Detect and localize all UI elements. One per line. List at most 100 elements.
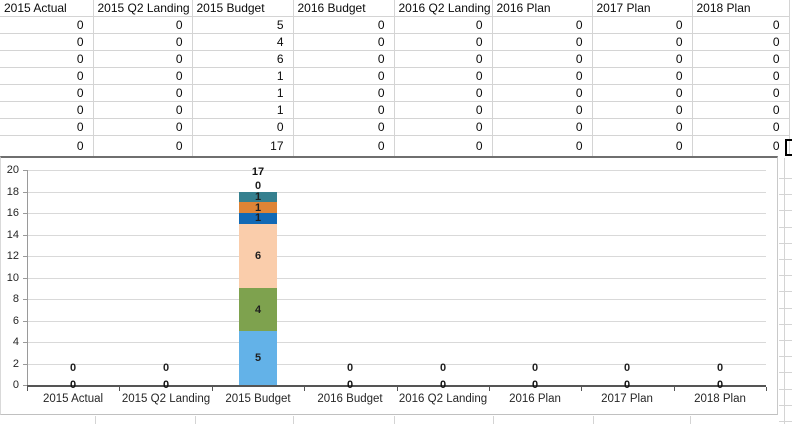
table-cell[interactable]: 0 — [592, 33, 693, 51]
header-cell[interactable]: 2018 Plan — [692, 0, 790, 17]
bar-segment-segment-1[interactable] — [239, 331, 277, 386]
table-cell[interactable]: 0 — [293, 84, 395, 102]
table-cell[interactable]: 0 — [293, 33, 395, 51]
table-cell[interactable]: 6 — [192, 50, 294, 68]
bar-segment-segment-3[interactable] — [239, 223, 277, 289]
table-cell[interactable]: 0 — [93, 101, 193, 119]
table-cell[interactable]: 0 — [592, 135, 693, 156]
table-cell[interactable]: 0 — [592, 118, 693, 136]
table-cell[interactable]: 0 — [93, 67, 193, 85]
table-cell[interactable]: 0 — [592, 84, 693, 102]
table-cell[interactable]: 0 — [394, 135, 493, 156]
table-cell[interactable]: 0 — [692, 33, 790, 51]
table-cell[interactable]: 0 — [492, 101, 593, 119]
table-cell[interactable]: 0 — [492, 67, 593, 85]
table-cell[interactable]: 0 — [192, 118, 294, 136]
segment-data-label: 1 — [254, 202, 262, 214]
table-cell[interactable]: 0 — [0, 67, 94, 85]
table-cell[interactable]: 0 — [492, 16, 593, 34]
bar-segment-segment-5[interactable] — [239, 202, 277, 214]
y-gridline — [27, 342, 766, 343]
table-cell[interactable]: 0 — [293, 118, 395, 136]
table-cell[interactable]: 0 — [394, 50, 493, 68]
table-cell[interactable]: 0 — [394, 67, 493, 85]
stacked-bar-chart[interactable]: 20 18 16 14 12 10 8 6 4 2 0 0 0 2015 Actual 0 0 2015 Q2 … — [0, 156, 778, 415]
y-axis-tick-label: 16 — [6, 207, 19, 219]
cell-gridline — [779, 243, 792, 244]
y-axis-tick — [23, 170, 27, 171]
table-cell[interactable]: 0 — [492, 135, 593, 156]
table-cell[interactable]: 0 — [93, 118, 193, 136]
table-cell[interactable]: 1 — [192, 84, 294, 102]
cell-gridline — [779, 275, 792, 276]
table-cell[interactable]: 0 — [692, 118, 790, 136]
table-cell[interactable]: 0 — [293, 101, 395, 119]
cell-gridline — [195, 416, 196, 424]
table-cell[interactable]: 0 — [0, 118, 94, 136]
table-cell[interactable]: 0 — [592, 50, 693, 68]
table-cell[interactable]: 0 — [394, 33, 493, 51]
table-cell[interactable]: 0 — [492, 118, 593, 136]
header-cell[interactable]: 2016 Budget — [293, 0, 395, 17]
table-cell[interactable]: 0 — [0, 16, 94, 34]
table-cell[interactable]: 0 — [692, 84, 790, 102]
header-cell[interactable]: 2015 Actual — [0, 0, 94, 17]
table-cell[interactable]: 0 — [93, 33, 193, 51]
active-cell-selection[interactable] — [785, 139, 792, 156]
header-cell[interactable]: 2015 Q2 Landing — [93, 0, 193, 17]
table-cell[interactable]: 0 — [0, 135, 94, 156]
y-axis-tick — [23, 192, 27, 193]
header-cell[interactable]: 2016 Q2 Landing — [394, 0, 493, 17]
table-cell[interactable]: 1 — [192, 67, 294, 85]
table-cell[interactable]: 0 — [692, 67, 790, 85]
bar-segment-segment-2[interactable] — [239, 288, 277, 332]
table-cell[interactable]: 0 — [293, 16, 395, 34]
bar-segment-segment-6[interactable] — [239, 191, 277, 203]
x-axis-category-label: 2018 Plan — [694, 393, 746, 405]
table-cell[interactable]: 0 — [592, 101, 693, 119]
table-cell[interactable]: 0 — [293, 67, 395, 85]
y-gridline — [27, 278, 766, 279]
header-cell[interactable]: 2016 Plan — [492, 0, 593, 17]
header-cell[interactable]: 2015 Budget — [192, 0, 294, 17]
table-cell[interactable]: 0 — [293, 135, 395, 156]
table-cell[interactable]: 17 — [192, 135, 294, 156]
table-cell[interactable]: 0 — [692, 50, 790, 68]
table-cell[interactable]: 0 — [93, 16, 193, 34]
cell-gridline — [690, 416, 691, 424]
table-cell[interactable]: 0 — [394, 101, 493, 119]
bar-segment-segment-4[interactable] — [239, 213, 277, 224]
table-cell[interactable]: 0 — [692, 16, 790, 34]
y-gridline — [27, 213, 766, 214]
table-cell[interactable]: 0 — [394, 84, 493, 102]
table-cell[interactable]: 0 — [293, 50, 395, 68]
table-cell[interactable]: 0 — [692, 135, 790, 156]
table-cell[interactable]: 0 — [692, 101, 790, 119]
table-cell[interactable]: 5 — [192, 16, 294, 34]
table-cell[interactable]: 0 — [0, 84, 94, 102]
table-cell[interactable]: 0 — [0, 101, 94, 119]
table-cell[interactable]: 0 — [492, 33, 593, 51]
table-cell[interactable]: 0 — [394, 118, 493, 136]
table-cell[interactable]: 0 — [394, 16, 493, 34]
table-cell[interactable]: 1 — [192, 101, 294, 119]
table-cell[interactable]: 0 — [492, 50, 593, 68]
x-axis-category-label: 2015 Q2 Landing — [121, 393, 211, 405]
table-cell[interactable]: 0 — [592, 16, 693, 34]
y-gridline — [27, 235, 766, 236]
table-cell[interactable]: 0 — [592, 67, 693, 85]
header-cell[interactable]: 2017 Plan — [592, 0, 693, 17]
table-cell[interactable]: 0 — [492, 84, 593, 102]
zero-total-label: 0 — [623, 379, 631, 391]
table-cell[interactable]: 0 — [93, 84, 193, 102]
table-cell[interactable]: 4 — [192, 33, 294, 51]
table-cell[interactable]: 0 — [0, 50, 94, 68]
table-cell[interactable]: 0 — [93, 135, 193, 156]
table-cell[interactable]: 0 — [93, 50, 193, 68]
table-cell[interactable]: 0 — [0, 33, 94, 51]
x-axis-line — [27, 385, 766, 387]
bar-total-label: 17 — [251, 166, 265, 178]
